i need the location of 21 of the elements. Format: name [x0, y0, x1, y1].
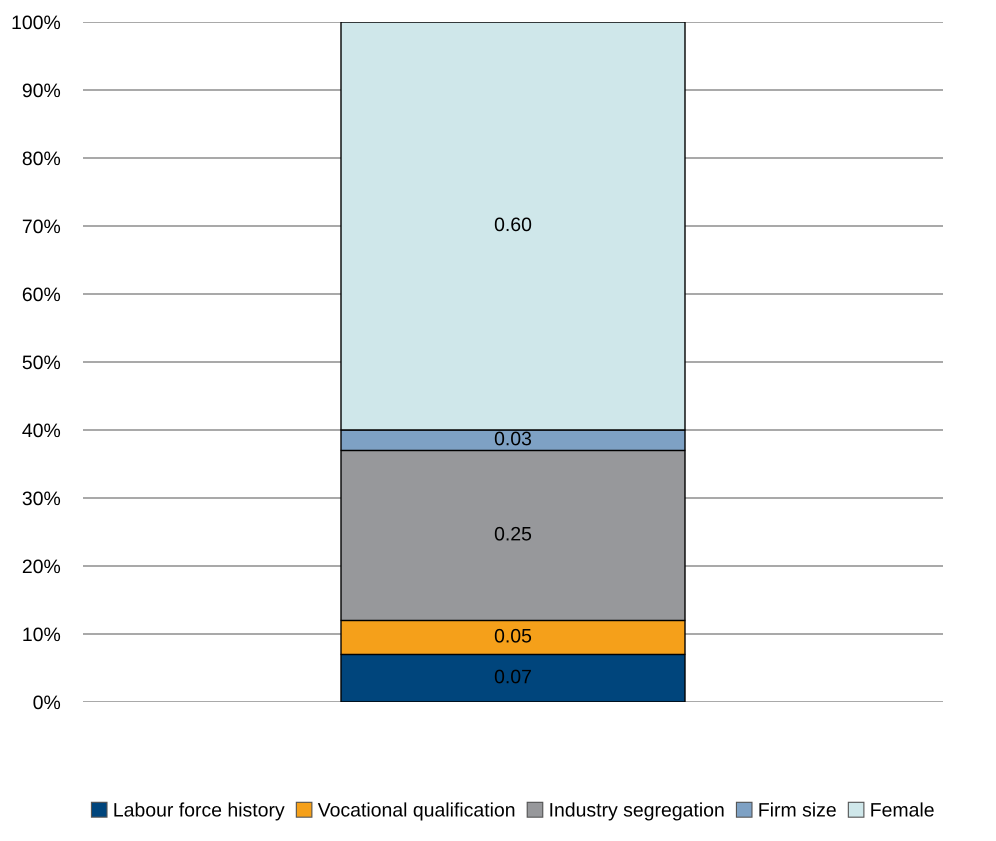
y-tick-label: 80% [22, 151, 60, 166]
legend-label: Vocational qualification [318, 802, 514, 820]
data-label: 0.07 [494, 670, 531, 684]
legend-label: Firm size [759, 802, 836, 817]
data-label: 0.60 [494, 217, 532, 232]
y-tick-label: 0% [33, 695, 60, 710]
data-label: 0.05 [494, 628, 532, 643]
legend-label: Labour force history [114, 802, 285, 820]
legend-label: Female [871, 802, 934, 817]
data-label: 0.03 [494, 432, 532, 446]
y-tick-label: 90% [22, 83, 60, 98]
data-label: 0.25 [494, 526, 532, 541]
y-tick-label: 40% [22, 423, 60, 438]
y-tick-label: 30% [22, 491, 60, 506]
legend-label: Industry segregation [550, 802, 724, 820]
y-tick-label: 70% [22, 219, 60, 234]
y-tick-label: 100% [12, 15, 60, 30]
y-tick-label: 20% [22, 559, 60, 574]
y-tick-label: 60% [22, 287, 60, 302]
y-tick-label: 50% [22, 355, 60, 370]
y-tick-label: 10% [23, 627, 60, 642]
